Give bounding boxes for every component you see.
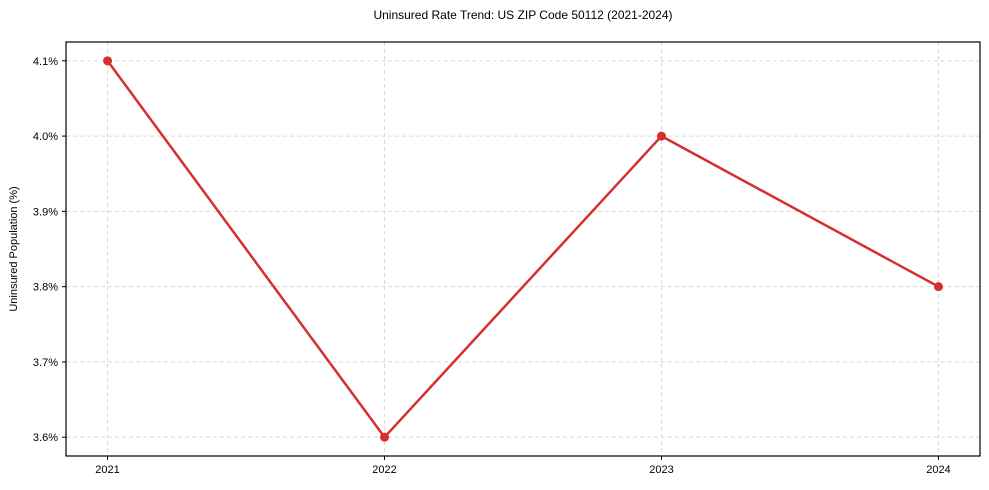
data-point-marker bbox=[933, 282, 943, 292]
x-tick-label: 2021 bbox=[95, 464, 119, 476]
x-tick-label: 2022 bbox=[372, 464, 396, 476]
plot-border bbox=[65, 41, 981, 457]
data-point-marker bbox=[103, 56, 113, 66]
y-tick-label: 3.6% bbox=[33, 432, 58, 444]
trend-line bbox=[106, 59, 940, 439]
chart-title: Uninsured Rate Trend: US ZIP Code 50112 … bbox=[373, 8, 673, 22]
y-tick-label: 4.1% bbox=[33, 56, 58, 68]
y-tick-label: 3.7% bbox=[33, 357, 58, 369]
y-tick-label: 3.9% bbox=[33, 206, 58, 218]
y-tick-label: 3.8% bbox=[33, 282, 58, 294]
x-tick-label: 2024 bbox=[926, 464, 950, 476]
data-point-marker bbox=[380, 432, 390, 442]
x-tick-label: 2023 bbox=[649, 464, 673, 476]
y-tick-label: 4.0% bbox=[33, 131, 58, 143]
data-point-marker bbox=[656, 131, 666, 141]
